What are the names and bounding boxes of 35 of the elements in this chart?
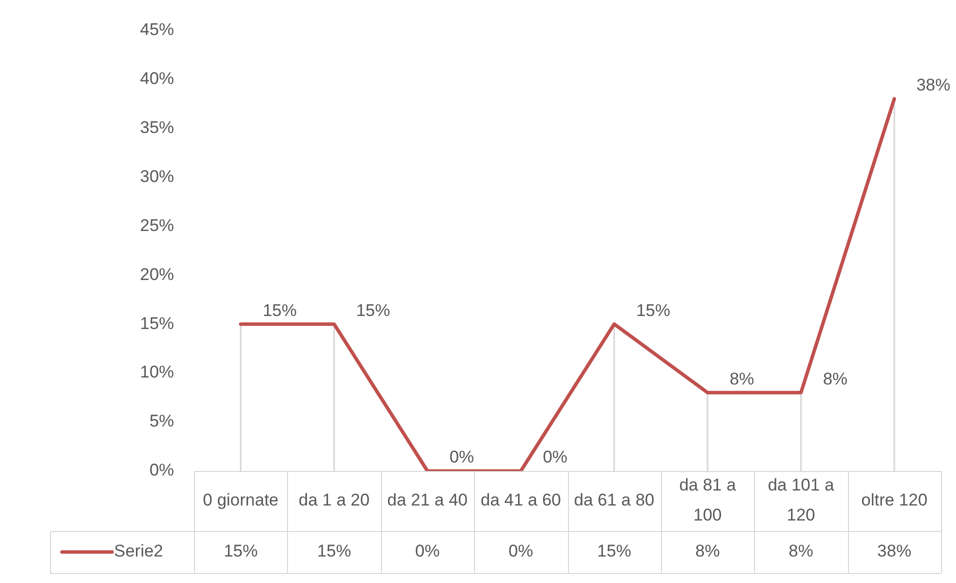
data-label: 0% [415,542,440,561]
x-tick-label: da 41 a 60 [480,490,562,510]
y-tick-label: 20% [140,264,174,284]
data-label: 0% [508,542,534,561]
text: 15% [636,300,670,320]
text: 15% [262,300,297,320]
x-tick-label: da 61 a 80 [574,490,654,510]
y-tick-label: 40% [140,68,174,88]
x-tick-label: da 101 a 120 [768,476,835,525]
y-tick-label: 0% [149,460,174,480]
y-tick-label: 35% [140,118,174,137]
text: 15% [356,300,390,320]
data-label: 38% [877,542,912,561]
data-label: 8% [788,542,814,561]
x-tick-label: da 1 a 20 [298,490,370,510]
y-tick-label: 15% [140,314,174,333]
x-tick-label: da 21 a 40 [387,490,468,510]
y-tick-label: 5% [149,412,174,431]
text: 0% [542,448,568,467]
data-label: 15% [224,542,258,561]
y-tick-label: 25% [140,216,174,235]
x-tick-label: da 81 a 100 [679,476,736,525]
x-tick-label: 0 giornate [202,490,279,510]
data-label: 15% [317,542,352,561]
data-label: 8% [695,542,720,561]
text: 0% [449,448,474,467]
text: 8% [822,369,848,388]
y-tick-label: 45% [140,20,174,39]
x-tick-label: oltre 120 [861,490,928,510]
text: 8% [730,369,754,388]
y-tick-label: 10% [140,362,174,382]
y-tick-label: 30% [140,166,174,186]
text: 38% [916,75,950,94]
legend-label: Serie2 [114,542,164,561]
data-label: 15% [597,542,632,561]
